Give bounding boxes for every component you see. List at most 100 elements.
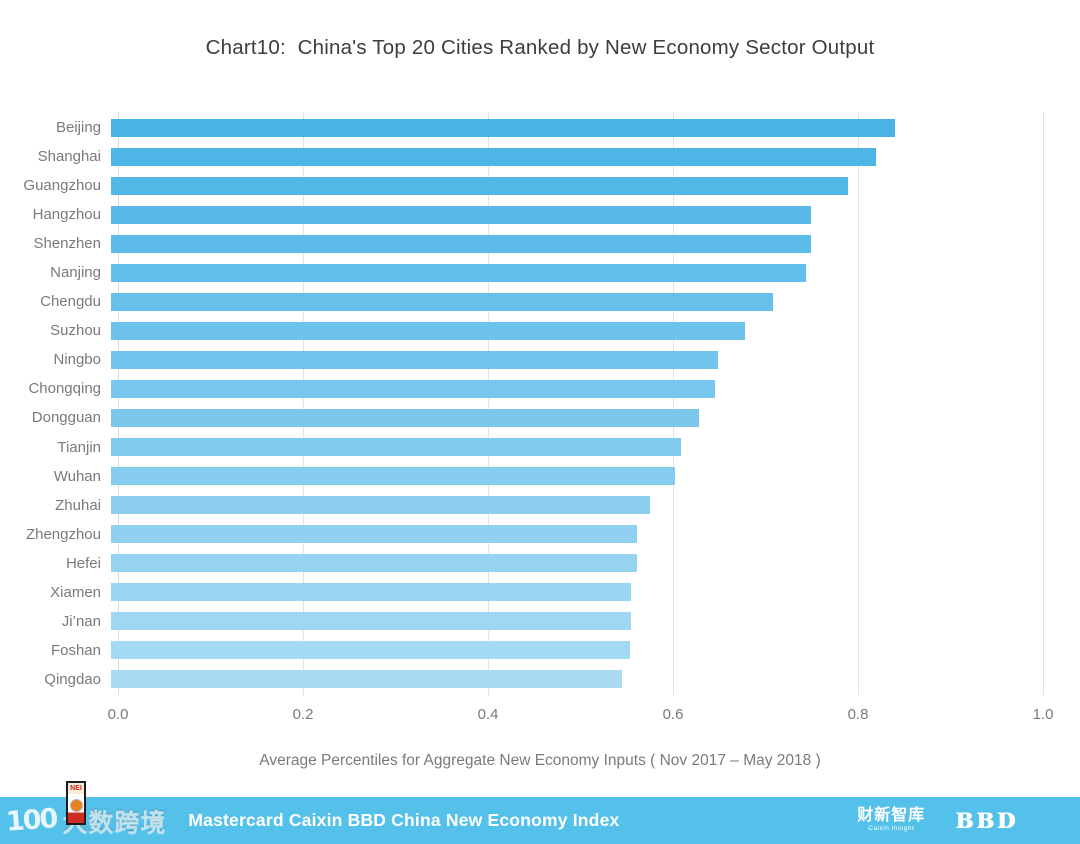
nei-badge-label: NEI [70,784,82,792]
category-label: Chengdu [40,293,101,311]
chart-row: Xiamen [0,578,1043,607]
x-axis-title: Average Percentiles for Aggregate New Ec… [259,752,821,769]
chart-row: Qingdao [0,665,1043,694]
category-label: Foshan [50,641,101,659]
watermark-logo: 100 大数跨境 NEI [4,780,166,839]
category-label: Xiamen [50,583,101,601]
chart-row: Chongqing [0,374,1043,403]
value-bar [111,554,638,573]
plot-area [118,112,1044,695]
bar-track [110,554,1043,573]
chart-row: Ji’nan [0,607,1043,636]
category-label: Dongguan [31,409,101,427]
bar-track [110,641,1043,660]
bar-track [110,350,1043,369]
bar-track [110,408,1043,427]
chart-row: Zhuhai [0,491,1043,520]
value-bar [111,118,895,137]
value-bar [111,350,719,369]
chart-row: Guangzhou [0,171,1043,200]
category-label: Hefei [65,554,101,572]
bar-track [110,118,1043,137]
bar-track [110,263,1043,282]
value-bar [111,263,807,282]
value-bar [111,583,631,602]
x-tick-label: 1.0 [1032,706,1054,723]
value-bar [111,467,676,486]
bar-track [110,234,1043,253]
bar-rows: Beijing Shanghai Guangzhou Hangzhou Shenzhen… [0,112,1043,695]
chart-row: Suzhou [0,316,1043,345]
chart-row: Shanghai [0,142,1043,171]
value-bar [111,408,699,427]
value-bar [111,147,877,166]
caixin-logo-text: 财新智库 [857,807,926,825]
nei-badge-icon: NEI [66,780,86,825]
category-label: Ji’nan [61,612,101,630]
chart-row: Shenzhen [0,229,1043,258]
x-tick-label: 0.6 [662,706,684,723]
value-bar [111,670,623,689]
x-tick-label: 0.4 [477,706,499,723]
category-label: Tianjin [57,438,101,456]
value-bar [111,612,631,631]
category-label: Wuhan [53,467,101,485]
bar-track [110,525,1043,544]
watermark-100-icon: 100 [4,803,58,838]
nei-badge-circle-icon [70,799,82,811]
x-tick-label: 0.0 [107,706,129,723]
gridline [673,112,674,695]
value-bar [111,205,811,224]
category-label: Guangzhou [23,177,101,195]
footer-bar: 100 大数跨境 NEI Mastercard Caixin BBD China… [0,780,1080,844]
x-tick-label: 0.2 [292,706,314,723]
category-label: Hangzhou [32,206,101,224]
value-bar [111,234,811,253]
category-label: Shenzhen [33,235,101,253]
category-label: Nanjing [50,264,101,282]
value-bar [111,321,746,340]
category-label: Beijing [55,119,101,136]
caixin-logo-subtext: Caixin Insight [868,825,915,833]
gridline [488,112,489,695]
bar-track [110,379,1043,398]
x-axis-ticks: 0.0 0.2 0.4 0.6 0.8 1.0 [108,706,1054,726]
bar-track [110,321,1043,340]
chart-row: Beijing [0,113,1043,142]
bar-track [110,147,1043,166]
gridline [1043,112,1044,695]
bar-track [110,292,1043,311]
gridline [303,112,304,695]
category-label: Zhuhai [55,496,101,514]
footer-index-title: Mastercard Caixin BBD China New Economy … [188,810,620,830]
category-label: Chongqing [28,380,101,398]
bar-track [110,438,1043,457]
bar-track [110,612,1043,631]
category-label: Suzhou [50,322,101,340]
category-label: Shanghai [37,148,101,166]
chart-row: Nanjing [0,258,1043,287]
chart-row: Hefei [0,549,1043,578]
chart-row: Ningbo [0,345,1043,374]
value-bar [111,292,774,311]
x-tick-label: 0.8 [847,706,869,723]
bar-track [110,496,1043,515]
value-bar [111,438,682,457]
value-bar [111,379,715,398]
chart-row: Hangzhou [0,200,1043,229]
category-label: Qingdao [44,670,101,688]
chart-title: Chart10: China's Top 20 Cities Ranked by… [205,36,875,59]
bar-track [110,670,1043,689]
chart-row: Chengdu [0,287,1043,316]
chart-row: Wuhan [0,462,1043,491]
chart-row: Zhengzhou [0,520,1043,549]
bar-track [110,205,1043,224]
bar-track [110,583,1043,602]
value-bar [111,641,630,660]
chart-row: Dongguan [0,403,1043,432]
caixin-logo: 财新智库 Caixin Insight [857,808,925,833]
category-label: Zhengzhou [25,525,101,543]
value-bar [111,496,651,515]
bar-track [110,467,1043,486]
